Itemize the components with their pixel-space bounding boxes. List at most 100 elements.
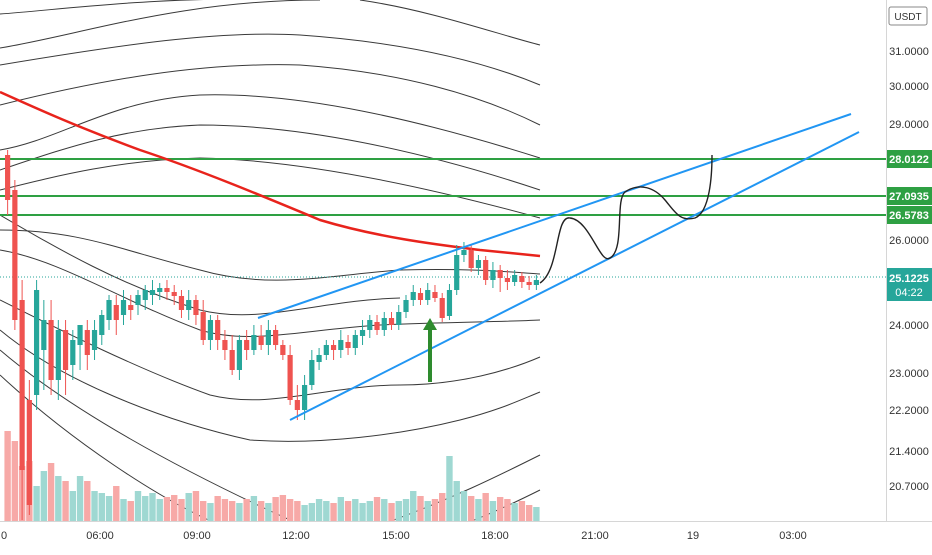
price-tick-label: 21.4000 [889, 446, 929, 458]
candle-body [12, 190, 18, 320]
volume-bar [11, 441, 19, 521]
candle-body [120, 300, 127, 315]
volume-bars [4, 431, 540, 521]
volume-bar [236, 503, 243, 521]
volume-bar [395, 501, 402, 521]
volume-bar [163, 497, 171, 521]
volume-bar [323, 501, 330, 521]
candle-body [497, 270, 503, 278]
candle-body [244, 340, 250, 350]
time-tick-label: 19 [687, 530, 699, 542]
volume-bar [192, 491, 200, 521]
candle-body [359, 330, 366, 336]
candle-body [287, 355, 293, 400]
candle-body [258, 336, 264, 345]
channel-upper-line[interactable] [257, 113, 852, 319]
volume-bar [265, 503, 272, 521]
time-tick-label: 0 [1, 530, 7, 542]
volume-bar [381, 499, 388, 521]
plot-area[interactable] [0, 0, 886, 540]
volume-bar [402, 499, 410, 521]
current-price-tag: 25.1225 04:22 [887, 268, 932, 301]
volume-bar [243, 499, 250, 521]
candle-body [62, 330, 69, 370]
candle-body [207, 320, 214, 340]
candle-body [330, 345, 337, 350]
price-tick-label: 23.0000 [889, 368, 929, 380]
candle-body [33, 290, 40, 395]
time-tick-label: 15:00 [382, 530, 410, 542]
volume-bar [33, 486, 40, 521]
candle-body [425, 290, 431, 300]
volume-bar [127, 501, 134, 521]
volume-bar [178, 499, 185, 521]
candle-body [273, 330, 279, 345]
candle-body [186, 300, 192, 310]
projection-path[interactable] [539, 154, 713, 284]
candle-body [512, 275, 518, 282]
volume-bar [294, 501, 301, 521]
volume-bar [84, 481, 91, 521]
volume-bar [446, 456, 453, 521]
candle-body [84, 330, 90, 355]
volume-bar [40, 471, 48, 521]
price-tick-label: 26.0000 [889, 235, 929, 247]
candle-body [91, 330, 98, 350]
candle-body [410, 292, 416, 300]
candle-body [280, 345, 286, 355]
channel-lower-line[interactable] [289, 131, 860, 421]
volume-bar [214, 496, 221, 521]
candle-body [439, 298, 445, 318]
candle-body [381, 318, 387, 330]
volume-bar [489, 501, 497, 521]
candle-body [251, 335, 257, 350]
volume-bar [199, 501, 207, 521]
volume-bar [185, 493, 192, 521]
volume-bar [207, 503, 214, 521]
price-tick-label: 30.0000 [889, 81, 929, 93]
candle-body [468, 250, 474, 268]
price-tick-label: 20.7000 [889, 481, 929, 493]
currency-badge[interactable] [888, 6, 928, 26]
candle-body [432, 292, 438, 298]
candle-body [19, 300, 25, 470]
level-lines [0, 158, 886, 216]
candle-body [157, 288, 163, 292]
candle-body [149, 290, 156, 295]
volume-bar [475, 499, 482, 521]
volume-bar [504, 499, 511, 521]
volume-bar [55, 476, 62, 521]
candle-body [236, 340, 243, 370]
volume-bar [149, 493, 156, 521]
volume-bar [482, 493, 489, 521]
price-tick-label: 31.0000 [889, 46, 929, 58]
candle-body [475, 260, 482, 268]
volume-bar [533, 507, 540, 521]
candle-body [55, 330, 61, 380]
time-axis[interactable]: 06:00 09:00 12:00 15:00 18:00 21:00 19 03:00 0 [1, 530, 807, 542]
candle-body [323, 345, 329, 355]
candle-body [171, 292, 177, 296]
volume-bar [417, 496, 424, 521]
volume-bar [496, 497, 504, 521]
candle-body [70, 340, 76, 365]
candle-body [490, 270, 496, 280]
volume-bar [308, 503, 316, 521]
volume-bar [98, 493, 105, 521]
candle-body [309, 360, 315, 385]
price-tick-label: 24.0000 [889, 320, 929, 332]
volume-bar [460, 491, 468, 521]
candle-body [200, 312, 206, 340]
volume-bar [228, 501, 236, 521]
channel-lines[interactable] [257, 113, 860, 421]
volume-bar [359, 503, 366, 521]
candle-body [316, 355, 322, 362]
volume-bar [352, 499, 359, 521]
price-axis[interactable]: USDT 31.0000 30.0000 29.0000 26.0000 24.0000… [888, 6, 929, 493]
candle-body [48, 320, 54, 380]
volume-bar [525, 505, 533, 521]
candle-body [526, 282, 532, 285]
candle-body [135, 295, 141, 305]
